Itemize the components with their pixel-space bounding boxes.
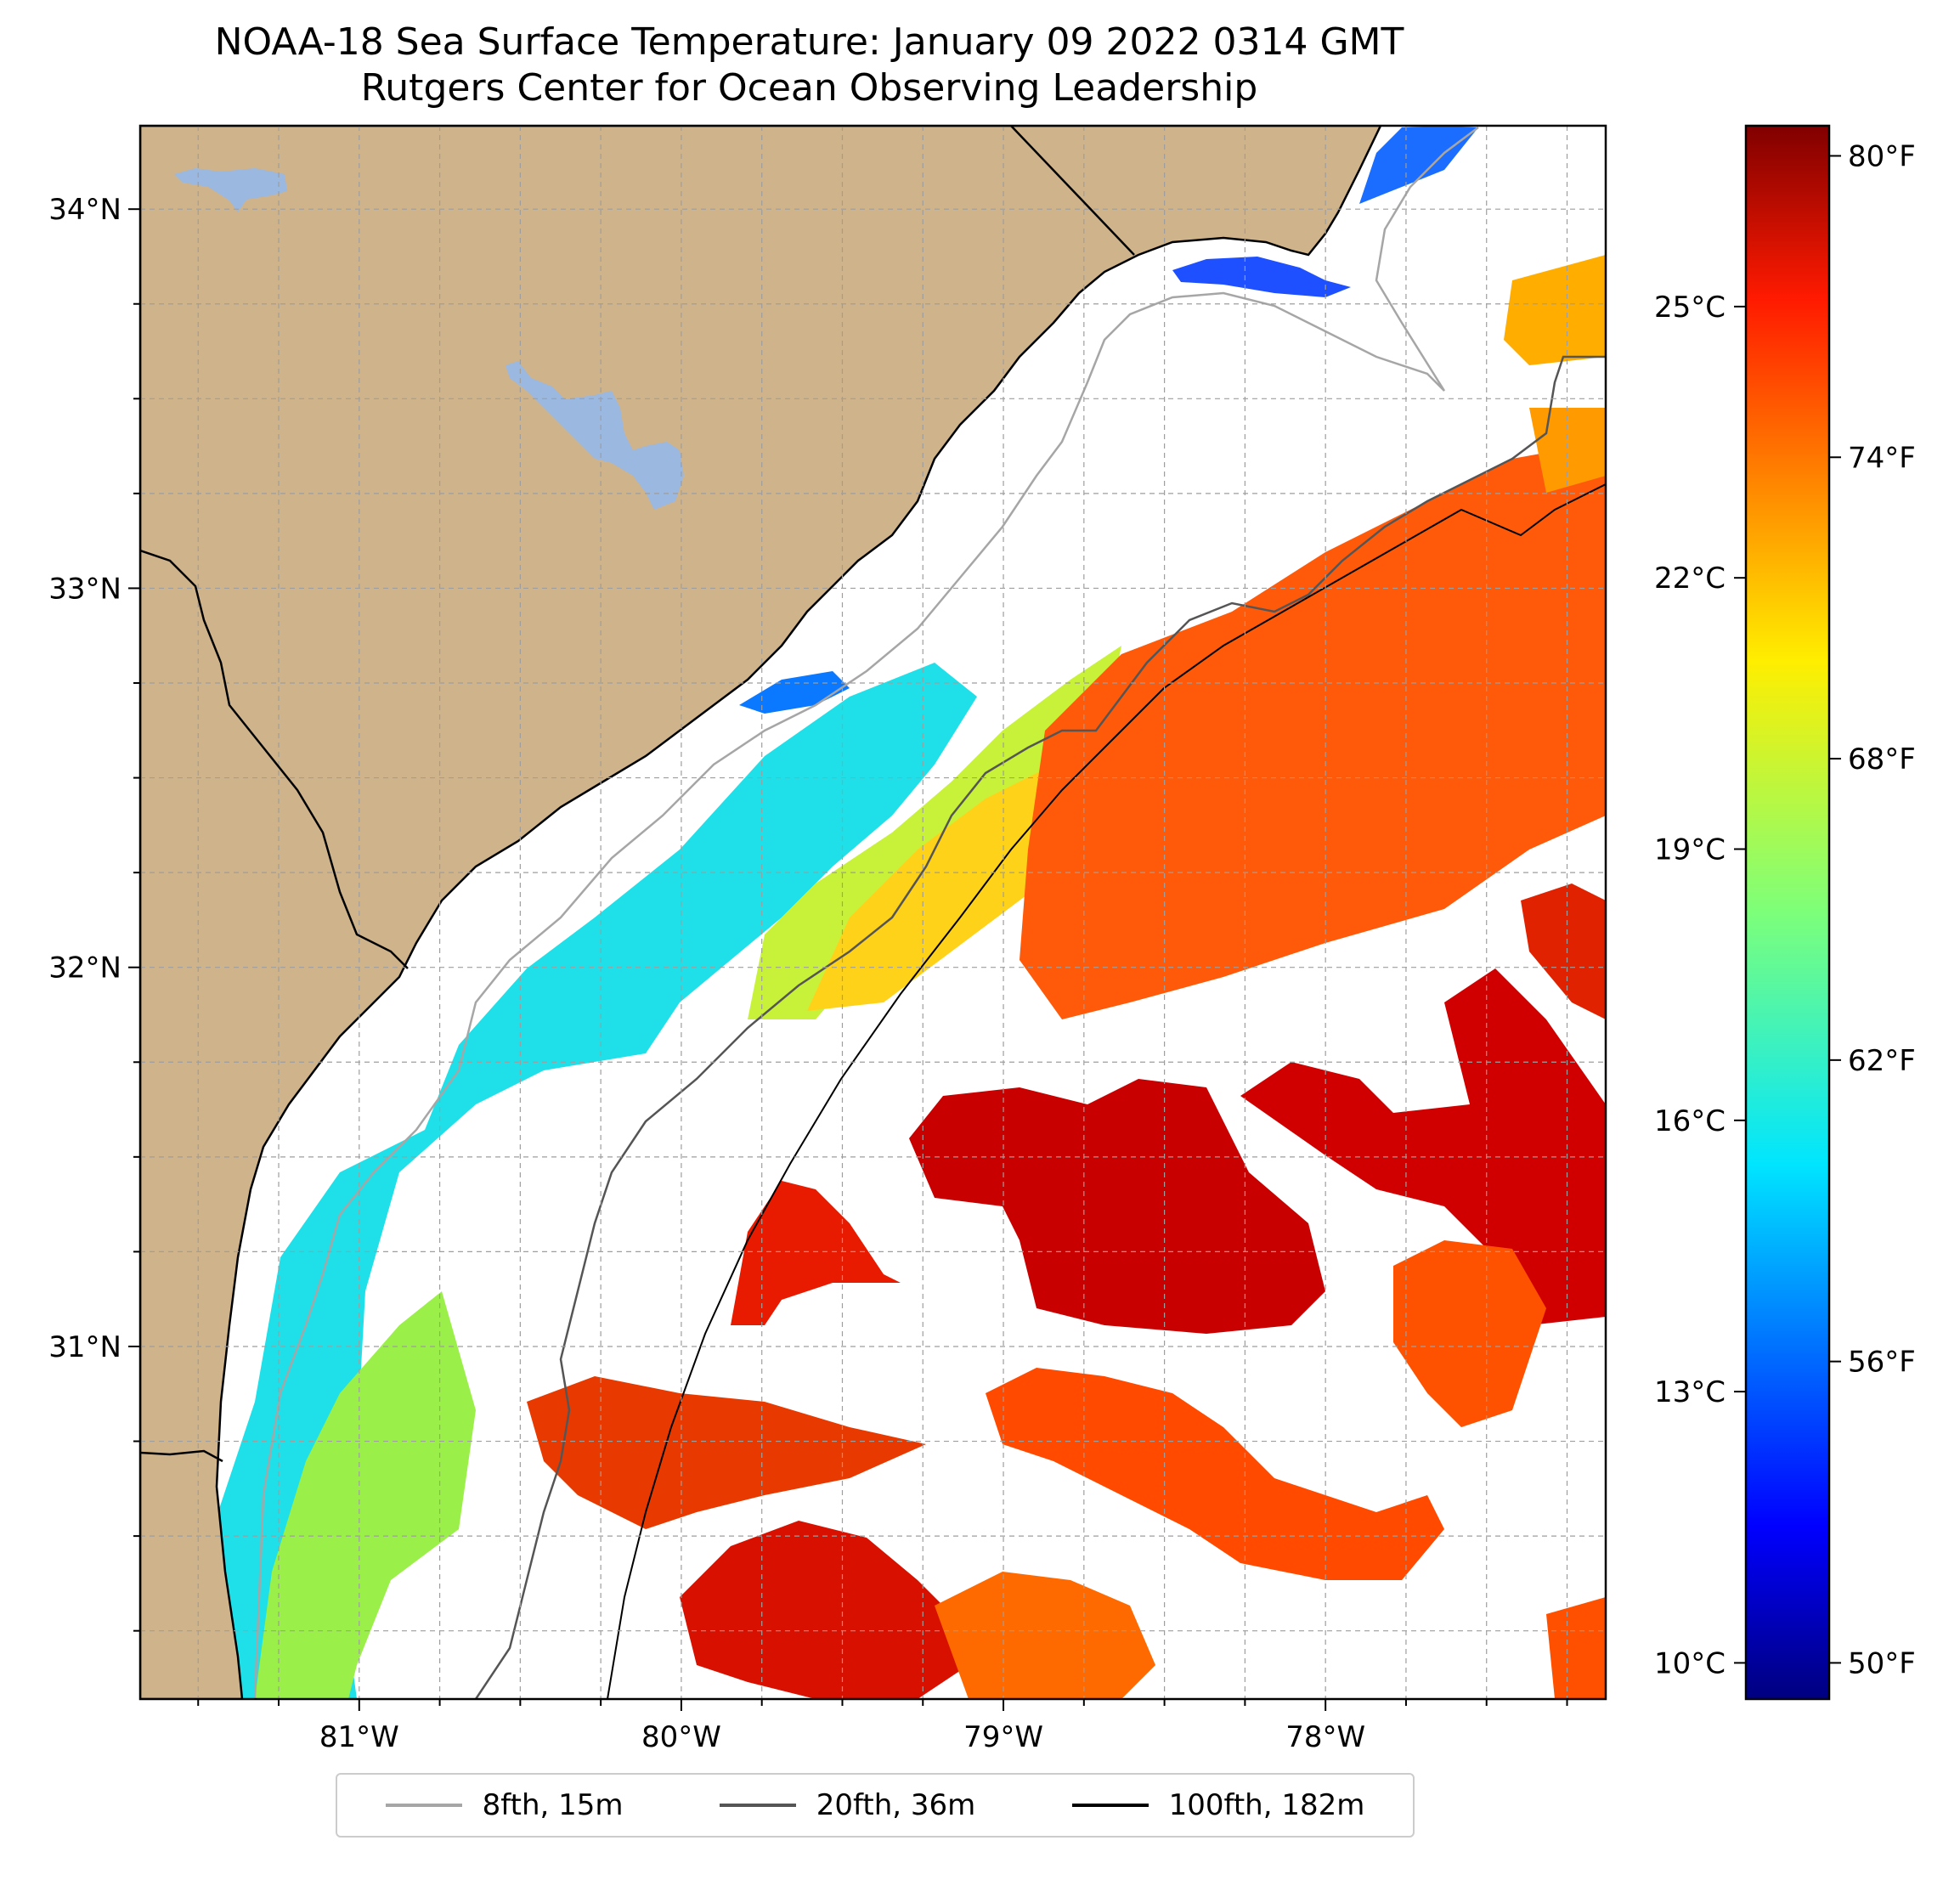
x-tick-label: 78°W [1285, 1720, 1365, 1754]
lake-north [174, 168, 287, 212]
x-axis: 81°W 80°W 79°W 78°W [197, 1699, 1568, 1754]
colorbar [1744, 124, 1831, 1701]
sst-patch-hot-6 [935, 1572, 1155, 1699]
colorbar-f-tick-label: 68°F [1848, 742, 1916, 776]
map-frame [138, 124, 1607, 1701]
sst-patch-northeast-2 [1529, 408, 1606, 493]
colorbar-f-tick-label: 62°F [1848, 1044, 1916, 1078]
colorbar-f-tick-label: 80°F [1848, 139, 1916, 173]
y-tick-label: 32°N [48, 951, 121, 985]
sst-patch-hot-1 [909, 1079, 1325, 1334]
y-tick-label: 34°N [48, 193, 121, 227]
state-border-west [140, 549, 409, 969]
legend-swatch-100fth [1071, 1804, 1149, 1807]
colorbar-c-tick-label: 25°C [1654, 291, 1726, 325]
colorbar-c-tick-label: 19°C [1654, 833, 1726, 867]
grid-lines [140, 126, 1606, 1699]
legend-swatch-8fth [385, 1804, 462, 1807]
legend-item-100fth: 100fth, 182m [1071, 1788, 1365, 1822]
sst-patch-hot-8 [1393, 1240, 1546, 1427]
contour-20fth [474, 355, 1606, 1699]
colorbar-f-tick-label: 74°F [1848, 441, 1916, 475]
bathymetry-contours [253, 127, 1606, 1699]
y-axis: 31°N 32°N 33°N 34°N [48, 193, 140, 1632]
contour-100fth [607, 483, 1606, 1699]
colorbar-celsius-axis: 10°C 13°C 16°C 19°C 22°C 25°C [1654, 291, 1746, 1680]
colorbar-c-tick-label: 13°C [1654, 1375, 1726, 1409]
map-area [140, 126, 1606, 1699]
x-tick-label: 79°W [963, 1720, 1043, 1754]
sst-patch-yellow [807, 748, 1104, 1011]
sst-patch-hot-5 [680, 1521, 969, 1699]
sst-patch-hot-3 [731, 1181, 901, 1325]
sst-patch-gulfstream [1020, 442, 1606, 1019]
legend-label-8fth: 8fth, 15m [482, 1788, 624, 1822]
legend-item-20fth: 20fth, 36m [719, 1788, 976, 1822]
legend-item-8fth: 8fth, 15m [385, 1788, 624, 1822]
lake-marion-moultrie [506, 361, 684, 510]
contour-8fth [253, 127, 1479, 1699]
sst-patch-blue-sc [739, 671, 850, 714]
contour-legend: 8fth, 15m 20fth, 36m 100fth, 182m [336, 1773, 1415, 1838]
x-tick-label: 81°W [319, 1720, 399, 1754]
state-border-south [140, 1449, 223, 1463]
legend-swatch-20fth [719, 1804, 796, 1807]
y-tick-label: 31°N [48, 1330, 121, 1364]
colorbar-f-tick-label: 56°F [1848, 1346, 1916, 1380]
title-line-1: NOAA-18 Sea Surface Temperature: January… [214, 20, 1404, 64]
x-tick-label: 80°W [641, 1720, 721, 1754]
legend-label-20fth: 20fth, 36m [816, 1788, 976, 1822]
sst-patch-blue-nc [1359, 126, 1478, 204]
sst-patch-hot-9 [1521, 884, 1606, 1019]
legend-label-100fth: 100fth, 182m [1168, 1788, 1365, 1822]
sst-patch-green [255, 1291, 476, 1699]
sst-patch-blue-north [1172, 257, 1351, 297]
colorbar-c-tick-label: 22°C [1654, 562, 1726, 596]
colorbar-c-tick-label: 16°C [1654, 1104, 1726, 1138]
y-tick-label: 33°N [48, 572, 121, 606]
land-mass [140, 126, 1382, 1699]
colorbar-f-tick-label: 50°F [1848, 1646, 1916, 1680]
colorbar-fahrenheit-axis: 50°F 56°F 62°F 68°F 74°F 80°F [1829, 139, 1916, 1680]
sst-patch-hot-2 [1240, 968, 1606, 1325]
sst-patch-northeast [1504, 255, 1606, 365]
sst-data-layer [195, 126, 1606, 1699]
colorbar-c-tick-label: 10°C [1654, 1646, 1726, 1680]
title-line-2: Rutgers Center for Ocean Observing Leade… [360, 66, 1258, 110]
sst-patch-hot-10 [1546, 1597, 1606, 1699]
state-border [1010, 126, 1135, 256]
sst-patch-hot-4 [527, 1376, 926, 1529]
sst-patch-hot-7 [986, 1368, 1444, 1580]
sst-patch-yellowgreen [748, 646, 1121, 1019]
